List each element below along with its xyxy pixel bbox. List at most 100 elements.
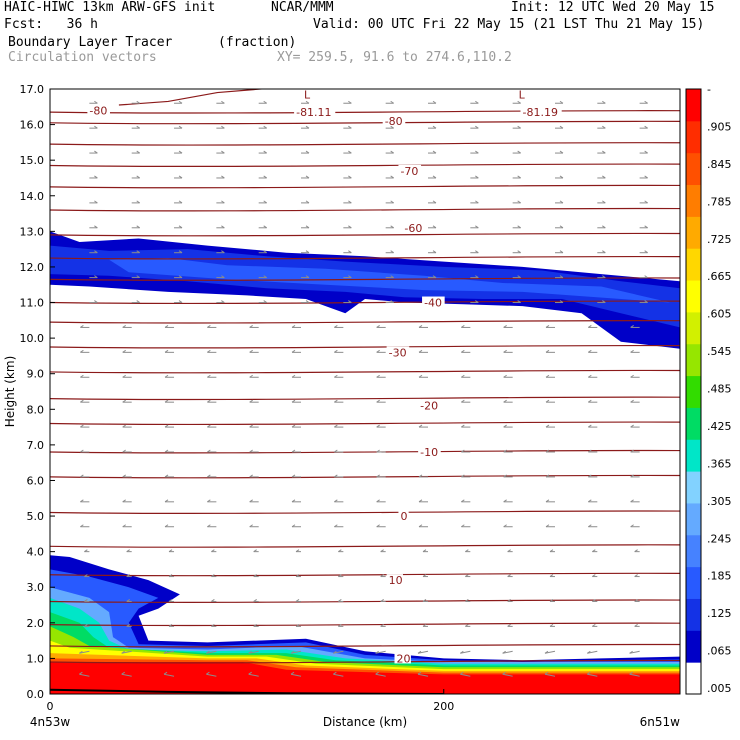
circulation-vector-head — [644, 175, 648, 179]
circulation-vector-head — [559, 300, 564, 303]
circulation-vector — [502, 650, 513, 654]
circulation-vector-head — [517, 275, 521, 279]
circulation-vector-head — [588, 325, 592, 328]
circulation-vector-head — [390, 150, 394, 154]
circulation-vector-head — [94, 200, 98, 204]
isotherm-label: 0 — [400, 510, 407, 523]
circulation-vector-head — [94, 300, 98, 303]
circulation-vector-head — [507, 574, 511, 577]
circulation-vector-head — [418, 524, 423, 528]
circulation-vector-head — [136, 250, 140, 254]
circulation-vector-head — [461, 449, 465, 453]
circulation-vector-head — [390, 250, 394, 254]
circulation-vector-head — [644, 125, 648, 129]
circulation-vector — [629, 650, 640, 654]
circulation-vector-head — [207, 325, 211, 328]
circulation-vector-head — [390, 125, 394, 129]
circulation-vector-head — [549, 549, 554, 553]
circulation-vector-head — [221, 100, 225, 104]
circulation-vector-head — [432, 250, 437, 254]
isotherm-label-bg — [398, 510, 409, 522]
colorbar-label: .245 — [707, 532, 732, 545]
circulation-vector — [206, 673, 217, 677]
circulation-vector-head — [375, 650, 379, 654]
circulation-vector-head — [263, 150, 267, 154]
isotherm-line — [50, 142, 680, 146]
circulation-vector-head — [602, 100, 606, 104]
circulation-vector-head — [334, 524, 338, 528]
circulation-vector-head — [461, 424, 465, 428]
circulation-vector-head — [630, 449, 634, 453]
circulation-vector-head — [334, 499, 338, 503]
circulation-vector-head — [475, 300, 479, 303]
circulation-vector — [163, 650, 175, 654]
circulation-vector-head — [207, 424, 211, 428]
circulation-vector-head — [348, 225, 352, 229]
circulation-vector-head — [178, 225, 183, 229]
circulation-vector-head — [503, 524, 507, 528]
circulation-vector — [544, 673, 556, 677]
circulation-vector-head — [602, 300, 606, 303]
circulation-vector-head — [503, 349, 507, 353]
y-axis-label: Height (km) — [3, 356, 17, 427]
circulation-vector-head — [305, 175, 310, 179]
circulation-vector-head — [122, 349, 126, 353]
isotherm-label: 10 — [389, 574, 403, 587]
isotherm-line — [50, 344, 680, 349]
circulation-vector — [121, 673, 132, 677]
circulation-vector-head — [432, 200, 437, 204]
circulation-vector-head — [507, 549, 511, 553]
init-time: Init: 12 UTC Wed 20 May 15 — [511, 0, 715, 15]
circulation-vector — [79, 650, 90, 654]
isotherm-label: -70 — [400, 165, 418, 178]
circulation-vector-head — [503, 499, 507, 503]
y-tick-label: 0.0 — [27, 688, 45, 701]
circulation-vector-head — [376, 524, 380, 528]
circulation-vector-head — [211, 574, 215, 577]
circulation-vector-head — [461, 399, 465, 403]
colorbar-segment — [686, 120, 701, 154]
circulation-vector-head — [630, 349, 634, 353]
colorbar-segment — [686, 566, 701, 599]
colorbar-label: .365 — [707, 457, 732, 470]
circulation-vector-head — [545, 374, 550, 378]
isotherm-line — [50, 255, 680, 260]
circulation-vector-head — [136, 300, 140, 303]
colorbar-segment — [686, 471, 701, 504]
circulation-vector-head — [164, 374, 169, 378]
circulation-vector-head — [503, 374, 507, 378]
circulation-vector-head — [80, 424, 84, 428]
circulation-vector-head — [295, 599, 300, 602]
circulation-vector-head — [305, 300, 310, 303]
circulation-vector-head — [164, 424, 169, 428]
circulation-vector-head — [178, 275, 183, 279]
circulation-vector-head — [249, 424, 253, 428]
circulation-vector-head — [334, 449, 338, 453]
circulation-vector-head — [503, 325, 507, 328]
circulation-vector-head — [634, 574, 638, 577]
circulation-vector-head — [348, 250, 352, 254]
circulation-vector-head — [338, 574, 342, 577]
circulation-vector-head — [168, 623, 173, 627]
isotherm-line — [50, 396, 680, 401]
circulation-vector-head — [80, 325, 84, 328]
colorbar-label: .725 — [707, 233, 732, 246]
plot-area — [50, 89, 680, 694]
circulation-vector-head — [559, 175, 564, 179]
circulation-vector — [587, 673, 598, 677]
isotherm-line — [50, 474, 680, 479]
circulation-vector-head — [588, 524, 592, 528]
circulation-vector-head — [418, 374, 423, 378]
circulation-vector-head — [249, 474, 253, 478]
circulation-vector-head — [211, 599, 215, 602]
circulation-vector-head — [588, 349, 592, 353]
isotherm-line — [50, 232, 680, 237]
circulation-vector-head — [380, 623, 384, 627]
circulation-vector-head — [630, 424, 634, 428]
circulation-vector-head — [634, 623, 638, 627]
circulation-vector-head — [291, 424, 296, 428]
colorbar-label: .185 — [707, 570, 732, 583]
circulation-vector-head — [291, 349, 296, 353]
circulation-vector-head — [290, 650, 295, 654]
y-tick-label: 4.0 — [27, 546, 45, 559]
